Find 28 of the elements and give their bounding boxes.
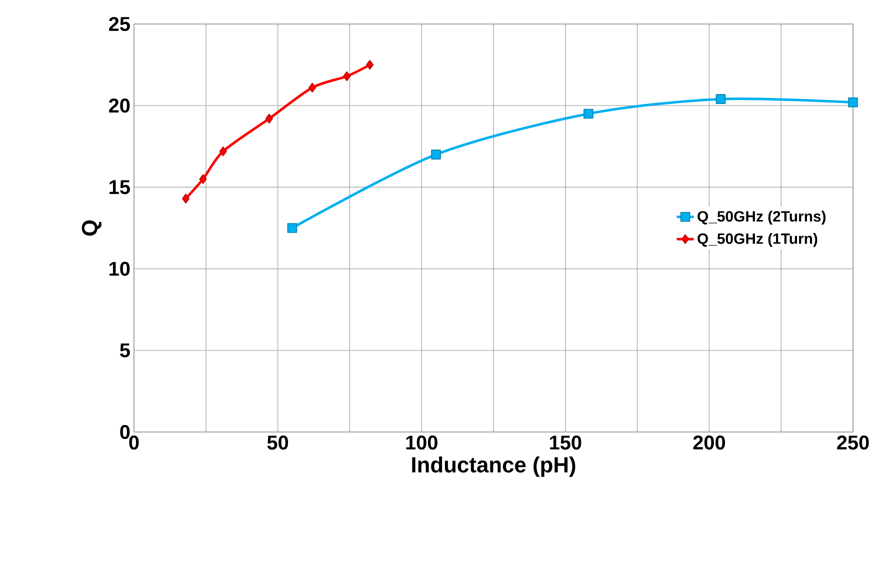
- y-tick-label: 15: [110, 180, 130, 194]
- y-tick-label: 5: [120, 343, 130, 358]
- x-tick-label: 50: [267, 436, 288, 450]
- point: [308, 82, 316, 93]
- legend-label: Q_50GHz (1Turn): [698, 232, 818, 247]
- point: [343, 71, 351, 82]
- y-tick-label: 10: [110, 262, 130, 276]
- x-axis-title: Inductance (pH): [412, 456, 576, 477]
- point: [219, 146, 227, 156]
- point: [431, 150, 441, 160]
- x-tick-label: 0: [129, 436, 139, 450]
- y-tick-label: 0: [120, 424, 130, 440]
- x-tick-label: 250: [837, 436, 869, 450]
- point: [584, 108, 594, 119]
- point: [199, 174, 207, 184]
- x-tick-label: 200: [693, 436, 726, 450]
- point: [366, 60, 374, 70]
- point: [182, 194, 190, 204]
- point: [716, 94, 726, 104]
- y-tick-label: 20: [109, 98, 130, 113]
- point: [848, 97, 858, 108]
- legend-label: Q_50GHz (2Turns): [698, 210, 826, 225]
- y-axis-title: Q: [82, 220, 102, 236]
- point: [287, 223, 298, 233]
- x-tick-label: 100: [406, 436, 438, 450]
- x-tick-label: 150: [550, 436, 582, 450]
- point: [265, 114, 273, 124]
- y-tick-label: 25: [109, 16, 130, 32]
